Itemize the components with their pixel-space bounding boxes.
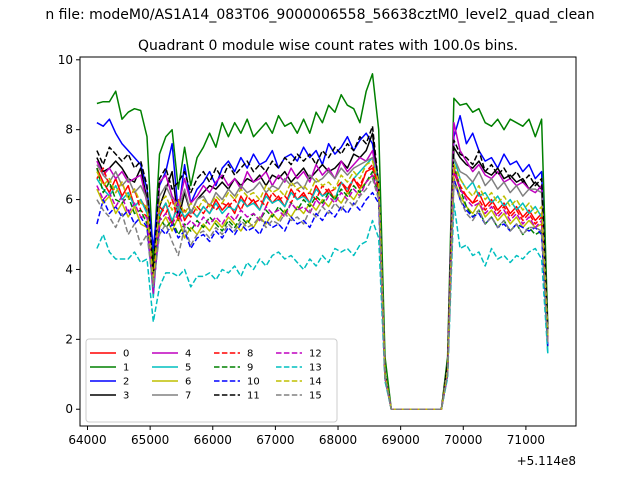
x-tick-label: 71000 (507, 433, 545, 447)
figure-suptitle: n file: modeM0/AS1A14_083T06_9000006558_… (45, 7, 594, 23)
x-tick-label: 69000 (382, 433, 420, 447)
legend-label-9: 9 (247, 363, 253, 374)
x-tick-label: 65000 (131, 433, 169, 447)
legend-label-14: 14 (309, 377, 322, 388)
x-offset-label: +5.114e8 (517, 454, 576, 468)
legend-label-3: 3 (123, 391, 129, 402)
plot-frame (79, 56, 577, 427)
y-tick-label: 4 (65, 262, 73, 276)
y-axis: 0 2 4 6 8 10 (58, 53, 80, 416)
y-tick-label: 10 (58, 53, 73, 67)
legend-label-7: 7 (185, 391, 191, 402)
series-line-15 (96, 177, 549, 410)
x-axis: 64000 65000 66000 67000 68000 69000 70000 71000 (68, 426, 545, 447)
legend-label-8: 8 (247, 349, 253, 360)
x-tick-label: 70000 (444, 433, 482, 447)
legend-label-6: 6 (185, 377, 191, 388)
series-line-14 (96, 160, 549, 410)
series-layer (96, 73, 549, 410)
legend-label-13: 13 (309, 363, 322, 374)
legend-label-4: 4 (185, 349, 191, 360)
series-line-1 (96, 73, 549, 410)
legend-box (85, 338, 338, 423)
series-line-11 (96, 125, 549, 410)
series-line-13 (96, 202, 549, 410)
y-tick-label: 0 (65, 402, 73, 416)
legend-label-15: 15 (309, 391, 322, 402)
legend-label-1: 1 (123, 363, 129, 374)
legend-label-12: 12 (309, 349, 322, 360)
y-tick-label: 6 (65, 193, 73, 207)
legend-label-10: 10 (247, 377, 260, 388)
series-line-3 (96, 132, 549, 410)
y-tick-label: 8 (65, 123, 73, 137)
x-tick-label: 68000 (319, 433, 357, 447)
x-tick-label: 66000 (194, 433, 232, 447)
y-tick-label: 2 (65, 332, 73, 346)
legend-label-0: 0 (123, 349, 129, 360)
series-line-6 (96, 174, 549, 410)
series-line-4 (96, 121, 549, 410)
legend-label-5: 5 (185, 363, 191, 374)
legend-label-11: 11 (247, 391, 260, 402)
legend-label-2: 2 (123, 377, 129, 388)
x-tick-label: 67000 (256, 433, 294, 447)
x-tick-label: 64000 (68, 433, 106, 447)
chart-title: Quadrant 0 module wise count rates with … (138, 38, 518, 54)
